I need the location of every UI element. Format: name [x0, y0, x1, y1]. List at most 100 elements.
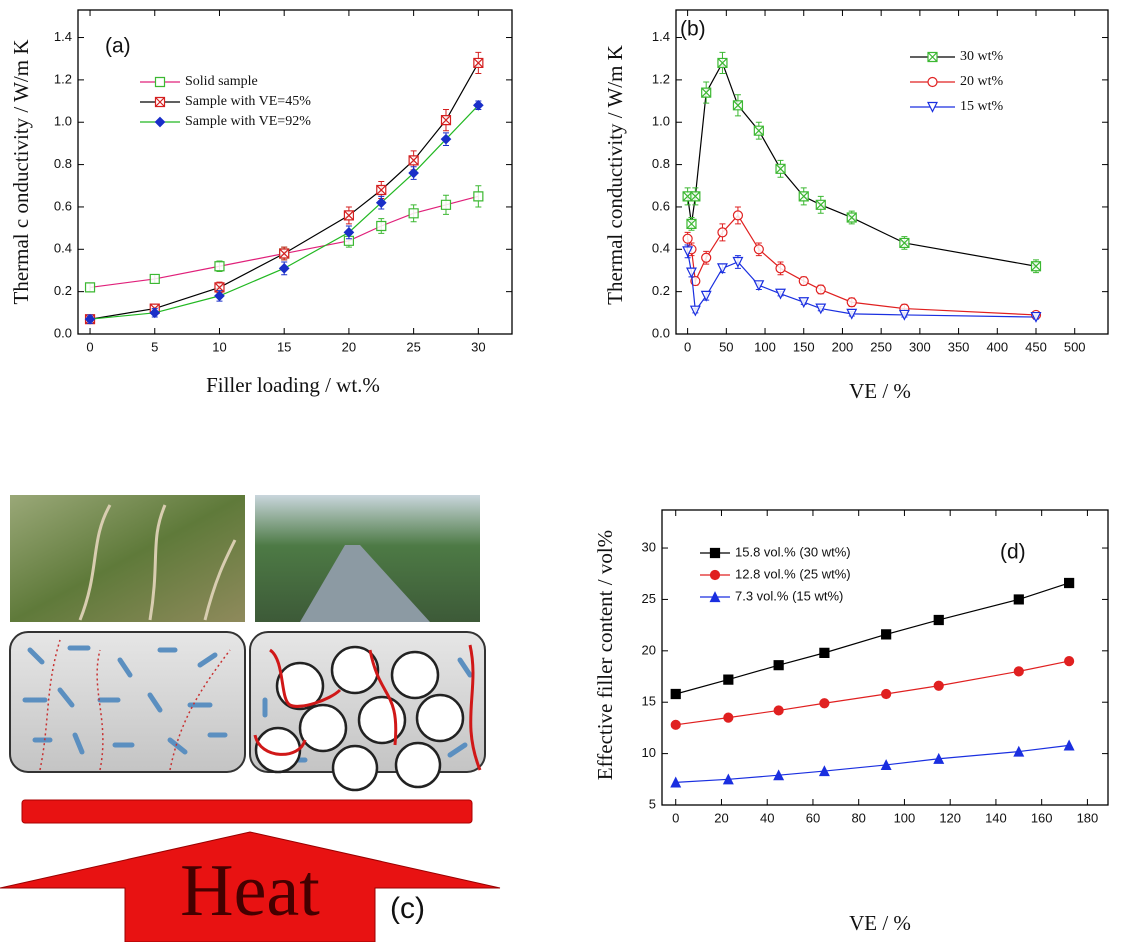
y-axis-title: Thermal conductivity / W/m K: [603, 45, 627, 305]
x-tick-label: 0: [86, 339, 93, 354]
y-tick-label: 0.4: [54, 241, 72, 256]
data-marker: [718, 264, 727, 273]
y-tick-label: 1.4: [652, 29, 670, 44]
x-tick-label: 10: [212, 339, 226, 354]
data-marker: [799, 277, 808, 286]
data-marker: [671, 720, 680, 729]
data-marker: [776, 164, 785, 173]
data-marker: [847, 213, 856, 222]
data-marker: [774, 661, 783, 670]
legend-label: 15 wt%: [960, 99, 1004, 114]
data-marker: [847, 298, 856, 307]
figure: Heat (c) 0 5 10 15 20 25 30 0.0 0.2 0.4 0.6 0.8 1.0 1…: [0, 0, 1123, 942]
series-line: [676, 745, 1069, 782]
x-tick-label: 0: [672, 810, 679, 825]
data-marker: [934, 615, 943, 624]
x-tick-label: 20: [714, 810, 728, 825]
x-tick-label: 60: [806, 810, 820, 825]
panel-label: (c): [390, 892, 425, 925]
data-marker: [86, 283, 95, 292]
series-line: [688, 63, 1036, 266]
series-line: [90, 105, 478, 319]
y-tick-label: 15: [642, 694, 656, 709]
data-marker: [820, 648, 829, 657]
data-marker: [441, 116, 450, 125]
x-axis-title: VE / %: [849, 911, 911, 935]
data-marker: [733, 101, 742, 110]
series-line: [676, 661, 1069, 725]
data-marker: [799, 192, 808, 201]
x-tick-label: 0: [684, 339, 691, 354]
y-tick-label: 25: [642, 591, 656, 606]
legend-label: 7.3 vol.% (15 wt%): [735, 588, 843, 603]
legend-label: 15.8 vol.% (30 wt%): [735, 544, 851, 559]
y-tick-label: 1.2: [652, 71, 670, 86]
data-marker: [409, 209, 418, 218]
legend-label: 12.8 vol.% (25 wt%): [735, 566, 851, 581]
x-tick-label: 30: [471, 339, 485, 354]
y-tick-label: 0.0: [652, 325, 670, 340]
x-tick-label: 180: [1077, 810, 1099, 825]
data-marker: [377, 222, 386, 231]
y-tick-label: 1.0: [54, 114, 72, 129]
sphere: [333, 746, 377, 790]
y-tick-label: 0.2: [54, 283, 72, 298]
plot-frame: [662, 510, 1108, 805]
y-tick-label: 0.6: [652, 198, 670, 213]
data-marker: [882, 630, 891, 639]
y-tick-label: 30: [642, 539, 656, 554]
y-tick-label: 10: [642, 745, 656, 760]
data-marker: [1032, 262, 1041, 271]
data-marker: [150, 274, 159, 283]
x-tick-label: 200: [832, 339, 854, 354]
x-tick-label: 5: [151, 339, 158, 354]
y-tick-label: 0.6: [54, 198, 72, 213]
x-tick-label: 15: [277, 339, 291, 354]
data-marker: [409, 156, 418, 165]
legend-marker: [928, 78, 937, 87]
legend-marker: [156, 78, 165, 87]
y-tick-label: 0.8: [652, 156, 670, 171]
y-axis-title: Effective filler content / vol%: [593, 530, 617, 780]
sphere: [396, 743, 440, 787]
x-tick-label: 300: [909, 339, 931, 354]
x-tick-label: 250: [870, 339, 892, 354]
legend-marker: [928, 53, 937, 62]
data-marker: [816, 285, 825, 294]
y-tick-label: 0.0: [54, 325, 72, 340]
legend-marker: [156, 118, 165, 127]
series-line: [688, 215, 1036, 315]
panel-label: (d): [1000, 541, 1026, 564]
x-tick-label: 140: [985, 810, 1007, 825]
x-axis-title: Filler loading / wt.%: [206, 373, 380, 397]
y-tick-label: 1.2: [54, 71, 72, 86]
page: {"chart_data": [ {"type": "line", "annot…: [0, 0, 1123, 942]
data-marker: [474, 58, 483, 67]
data-marker: [280, 249, 289, 258]
sphere: [300, 705, 346, 751]
data-marker: [754, 281, 763, 290]
data-marker: [1065, 578, 1074, 587]
data-marker: [724, 675, 733, 684]
y-tick-label: 5: [649, 796, 656, 811]
data-marker: [774, 706, 783, 715]
data-marker: [816, 200, 825, 209]
legend-marker: [711, 549, 720, 558]
data-marker: [344, 211, 353, 220]
data-marker: [718, 228, 727, 237]
y-tick-label: 0.2: [652, 283, 670, 298]
x-tick-label: 20: [342, 339, 356, 354]
data-marker: [683, 234, 692, 243]
x-tick-label: 50: [719, 339, 733, 354]
heat-text: Heat: [180, 850, 320, 932]
x-tick-label: 150: [793, 339, 815, 354]
sphere: [392, 652, 438, 698]
data-marker: [820, 699, 829, 708]
panel-label: (a): [105, 35, 131, 58]
data-marker: [1014, 595, 1023, 604]
x-tick-label: 400: [986, 339, 1008, 354]
data-marker: [882, 689, 891, 698]
x-tick-label: 25: [406, 339, 420, 354]
data-marker: [1065, 657, 1074, 666]
sphere: [256, 728, 300, 772]
